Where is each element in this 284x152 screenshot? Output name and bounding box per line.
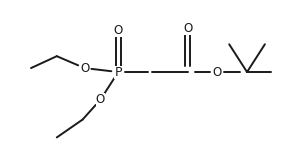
Text: O: O [96, 93, 105, 106]
Text: O: O [183, 22, 192, 35]
Text: P: P [114, 66, 122, 79]
Text: O: O [114, 24, 123, 37]
Text: O: O [213, 66, 222, 79]
Text: O: O [80, 62, 89, 75]
